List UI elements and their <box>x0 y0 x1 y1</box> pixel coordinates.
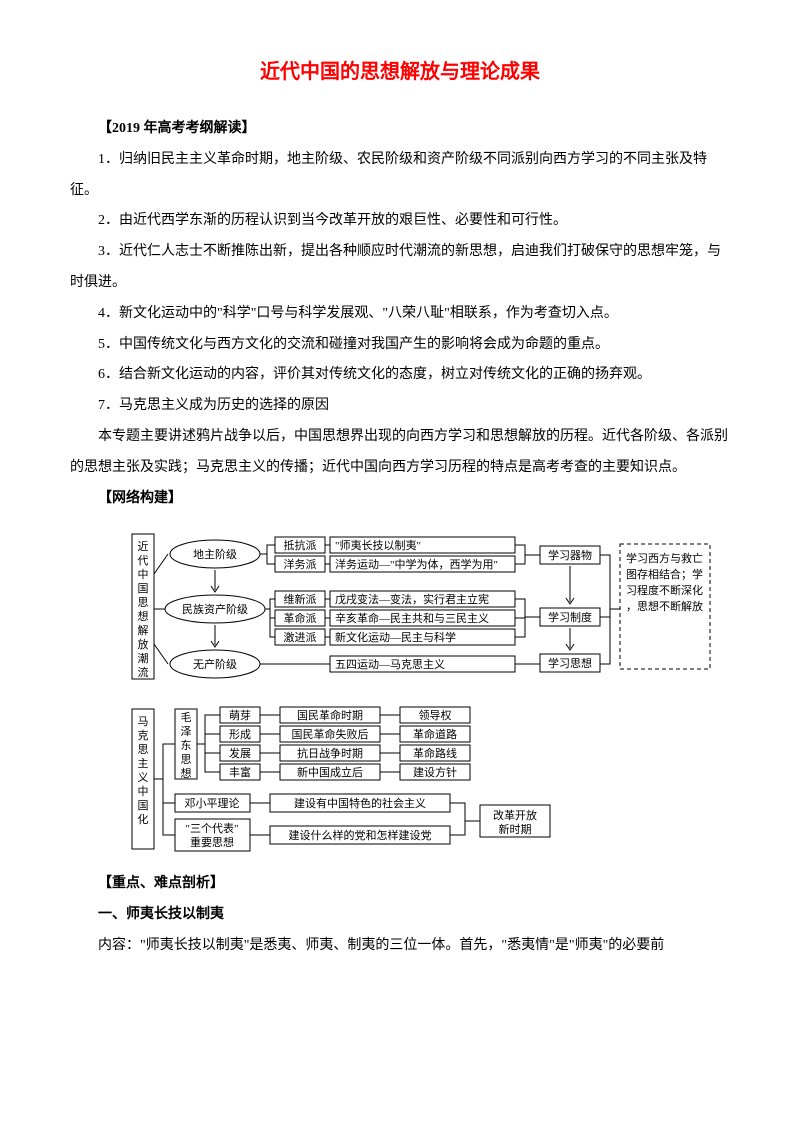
svg-text:重要思想: 重要思想 <box>190 835 234 849</box>
d1-fac-4: 激进派 <box>284 630 317 644</box>
d2-deng: 建设有中国特色的社会主义 <box>294 796 426 810</box>
d1-act-4: 新文化运动—民主与科学 <box>335 630 456 644</box>
d1-learn-1: 学习制度 <box>548 610 592 624</box>
d2-r2: 革命路线 <box>413 746 457 760</box>
d2-sange: 建设什么样的党和怎样建设党 <box>289 828 432 842</box>
svg-text:改革开放: 改革开放 <box>493 808 537 822</box>
section-header-1: 【2019 年高考考纲解读】 <box>70 114 730 145</box>
point-4: 4．新文化运动中的"科学"口号与科学发展观、"八荣八耻"相联系，作为考查切入点。 <box>70 299 730 330</box>
d1-fac-3: 革命派 <box>284 611 317 625</box>
d1-class-2: 无产阶级 <box>193 657 237 671</box>
d1-learn-0: 学习器物 <box>548 548 592 562</box>
d2-s0: 萌芽 <box>229 708 251 722</box>
svg-text:新时期: 新时期 <box>499 822 532 836</box>
section-header-2: 【网络构建】 <box>70 484 730 515</box>
point-5: 5．中国传统文化与西方文化的交流和碰撞对我国产生的影响将会成为命题的重点。 <box>70 330 730 361</box>
point-2: 2．由近代西学东渐的历程认识到当今改革开放的艰巨性、必要性和可行性。 <box>70 206 730 237</box>
d1-fac-0: 抵抗派 <box>284 538 317 552</box>
d1-act-0: "师夷长技以制夷" <box>335 539 421 552</box>
d2-s1: 形成 <box>229 728 251 741</box>
d2-e1: 国民革命失败后 <box>292 727 369 741</box>
d1-act-5: 五四运动—马克思主义 <box>335 658 445 671</box>
d2-s2: 发展 <box>229 746 251 760</box>
d1-class-0: 地主阶级 <box>193 547 237 561</box>
d2-e2: 抗日战争时期 <box>297 746 363 760</box>
d2-s3: 丰富 <box>229 765 251 779</box>
d1-class-1: 民族资产阶级 <box>182 602 248 616</box>
diagram-1: 近代中国思想解放潮流 地主阶级 民族资产阶级 无产阶级 抵抗派 洋务派 维新派 … <box>130 524 730 689</box>
d2-b2: 邓小平理论 <box>185 796 240 810</box>
section3-body: 内容："师夷长技以制夷"是悉夷、师夷、制夷的三位一体。首先，"悉夷情"是"师夷"… <box>70 931 730 962</box>
point-6: 6．结合新文化运动的内容，评价其对传统文化的态度，树立对传统文化的正确的扬弃观。 <box>70 360 730 391</box>
d2-r1: 革命道路 <box>413 727 457 741</box>
d2-r3: 建设方针 <box>413 765 457 779</box>
d1-act-2: 戊戌变法—变法，实行君主立宪 <box>335 592 489 606</box>
document-title: 近代中国的思想解放与理论成果 <box>70 50 730 94</box>
d2-e0: 国民革命时期 <box>297 708 363 722</box>
d1-fac-1: 洋务派 <box>284 557 317 571</box>
d1-root: 近代中国思想解放潮流 <box>138 540 149 679</box>
section3-sub: 一、师夷长技以制夷 <box>70 900 730 931</box>
point-1: 1．归纳旧民主主义革命时期，地主阶级、农民阶级和资产阶级不同派别向西方学习的不同… <box>70 145 730 207</box>
d1-sidebar: 学习西方与救亡图存相结合；学习程度不断深化，思想不断解放 <box>626 551 703 613</box>
point-7: 7．马克思主义成为历史的选择的原因 <box>70 391 730 422</box>
d2-e3: 新中国成立后 <box>297 765 363 779</box>
diagram-2: 马克思主义中国化 毛泽东思想 萌芽 形成 发展 丰富 国民革命时期 国民革命失败… <box>130 699 730 859</box>
d1-act-1: 洋务运动—"中学为体，西学为用" <box>335 557 498 571</box>
d1-learn-2: 学习思想 <box>548 656 592 670</box>
d2-r0: 领导权 <box>419 709 452 722</box>
d1-act-3: 辛亥革命—民主共和与三民主义 <box>335 611 489 625</box>
summary-para: 本专题主要讲述鸦片战争以后，中国思想界出现的向西方学习和思想解放的历程。近代各阶… <box>70 422 730 484</box>
point-3: 3．近代仁人志士不断推陈出新，提出各种顺应时代潮流的新思想，启迪我们打破保守的思… <box>70 237 730 299</box>
d2-root: 马克思主义中国化 <box>138 715 149 826</box>
d2-b1: 毛泽东思想 <box>181 711 192 780</box>
svg-text:"三个代表": "三个代表" <box>186 821 239 835</box>
d1-fac-2: 维新派 <box>284 592 317 606</box>
section-header-3: 【重点、难点剖析】 <box>70 869 730 900</box>
